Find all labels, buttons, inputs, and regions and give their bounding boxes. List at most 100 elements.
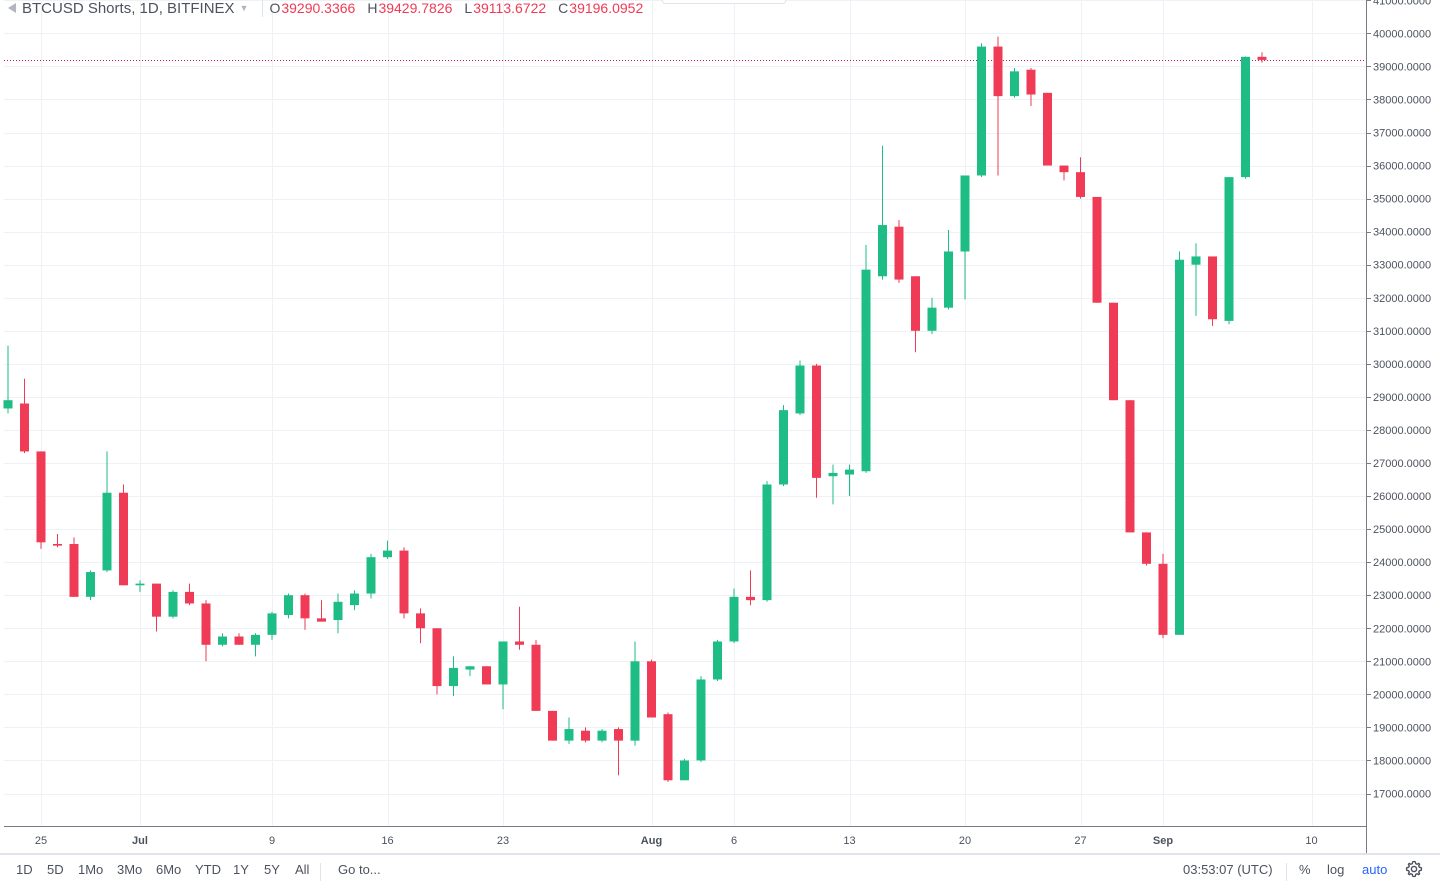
candle-body xyxy=(1125,400,1135,533)
log-scale-toggle[interactable]: log xyxy=(1327,862,1345,877)
price-tick-label: 33000.0000 xyxy=(1373,260,1431,272)
price-tick-label: 31000.0000 xyxy=(1373,326,1431,338)
candle-body xyxy=(548,710,557,741)
candle-body xyxy=(333,601,343,620)
candle-body xyxy=(234,636,244,645)
timeframe-6mo-button[interactable]: 6Mo xyxy=(156,862,182,877)
candle xyxy=(36,451,46,549)
candle-body xyxy=(894,226,904,280)
candle-body xyxy=(1010,71,1019,97)
candle xyxy=(449,656,458,697)
candle xyxy=(1224,177,1234,325)
timeframe-1mo-button[interactable]: 1Mo xyxy=(78,862,104,877)
candle-body xyxy=(1241,56,1250,178)
candle-body xyxy=(119,492,128,586)
price-axis: 17000.0000 18000.0000 19000.0000 20000.0000… xyxy=(1366,0,1431,801)
candle xyxy=(20,378,29,454)
price-tick-label: 32000.0000 xyxy=(1373,293,1431,305)
toolbar-divider-right xyxy=(1286,863,1287,881)
price-tick-label: 38000.0000 xyxy=(1373,94,1431,106)
candle xyxy=(498,641,508,710)
candle-body xyxy=(993,46,1003,97)
timeframe-1y-button[interactable]: 1Y xyxy=(233,862,249,877)
candle xyxy=(383,540,392,559)
candle xyxy=(861,244,871,473)
candle xyxy=(696,676,706,763)
candle xyxy=(614,727,623,776)
close-label: C xyxy=(558,0,569,16)
candle xyxy=(135,580,145,592)
candle xyxy=(102,451,112,573)
symbol-title[interactable]: BTCUSD Shorts, 1D, BITFINEX xyxy=(22,0,235,17)
candle-body xyxy=(663,714,673,781)
candle xyxy=(1010,68,1019,98)
candle-body xyxy=(564,729,574,741)
candle-body xyxy=(1026,69,1036,95)
time-tick-label: Aug xyxy=(641,835,662,847)
candle xyxy=(845,464,854,497)
timeframe-ytd-button[interactable]: YTD xyxy=(195,862,221,877)
timeframe-5d-button[interactable]: 5D xyxy=(47,862,64,877)
bottom-toolbar: 1D 5D 1Mo 3Mo 6Mo YTD 1Y 5Y All Go to...… xyxy=(0,854,1440,888)
candle-body xyxy=(86,572,95,597)
candle-body xyxy=(383,550,392,558)
gear-icon[interactable] xyxy=(1405,860,1423,878)
candle-body xyxy=(36,451,46,543)
candle-body xyxy=(1158,563,1168,635)
auto-scale-toggle[interactable]: auto xyxy=(1362,862,1388,877)
candle-body xyxy=(416,613,425,629)
candle-body xyxy=(1092,196,1102,303)
time-tick-label: 23 xyxy=(497,835,509,847)
time-tick-label: Sep xyxy=(1153,835,1173,847)
utc-clock[interactable]: 03:53:07 (UTC) xyxy=(1183,862,1273,877)
close-value: 39196.0952 xyxy=(569,0,644,16)
candle xyxy=(69,537,79,597)
candle xyxy=(86,570,95,601)
candle xyxy=(927,297,937,335)
time-tick-label: 16 xyxy=(381,835,393,847)
candle-body xyxy=(977,46,986,176)
price-tick-label: 17000.0000 xyxy=(1373,789,1431,801)
timeframe-all-button[interactable]: All xyxy=(295,862,310,877)
candle-body xyxy=(399,550,409,614)
candle xyxy=(680,758,689,781)
price-tick-label: 20000.0000 xyxy=(1373,689,1431,701)
candle xyxy=(977,43,986,178)
candle-body xyxy=(762,484,772,601)
candle-body xyxy=(3,400,13,409)
candle-body xyxy=(168,591,178,617)
percent-scale-toggle[interactable]: % xyxy=(1299,862,1311,877)
candle-body xyxy=(1142,532,1151,564)
price-tick-label: 36000.0000 xyxy=(1373,161,1431,173)
candle xyxy=(944,229,953,310)
timeframe-1d-button[interactable]: 1D xyxy=(16,862,33,877)
candle-body xyxy=(465,666,475,670)
candle xyxy=(1026,68,1036,107)
chevron-down-icon[interactable]: ▼ xyxy=(239,3,249,13)
candle-body xyxy=(432,628,442,687)
candle xyxy=(201,600,211,662)
high-value: 39429.7826 xyxy=(378,0,453,16)
timeframe-3mo-button[interactable]: 3Mo xyxy=(117,862,143,877)
time-tick-label: 13 xyxy=(843,835,855,847)
price-tick-label: 39000.0000 xyxy=(1373,61,1431,73)
goto-button[interactable]: Go to... xyxy=(338,862,381,877)
candle-body xyxy=(861,269,871,472)
candle-body xyxy=(696,679,706,761)
candle xyxy=(1142,532,1151,566)
symbol-icon[interactable] xyxy=(8,2,18,14)
candle-body xyxy=(284,595,293,616)
candle xyxy=(713,639,722,682)
price-tick-label: 24000.0000 xyxy=(1373,557,1431,569)
candle xyxy=(663,712,673,782)
price-tick-label: 30000.0000 xyxy=(1373,359,1431,371)
price-tick-label: 23000.0000 xyxy=(1373,590,1431,602)
candle-body xyxy=(779,410,788,485)
candle xyxy=(630,641,640,746)
candle xyxy=(284,593,293,619)
timeframe-5y-button[interactable]: 5Y xyxy=(264,862,280,877)
candle-body xyxy=(581,730,590,741)
toolbar-divider xyxy=(320,863,321,881)
candle-body xyxy=(795,365,805,414)
